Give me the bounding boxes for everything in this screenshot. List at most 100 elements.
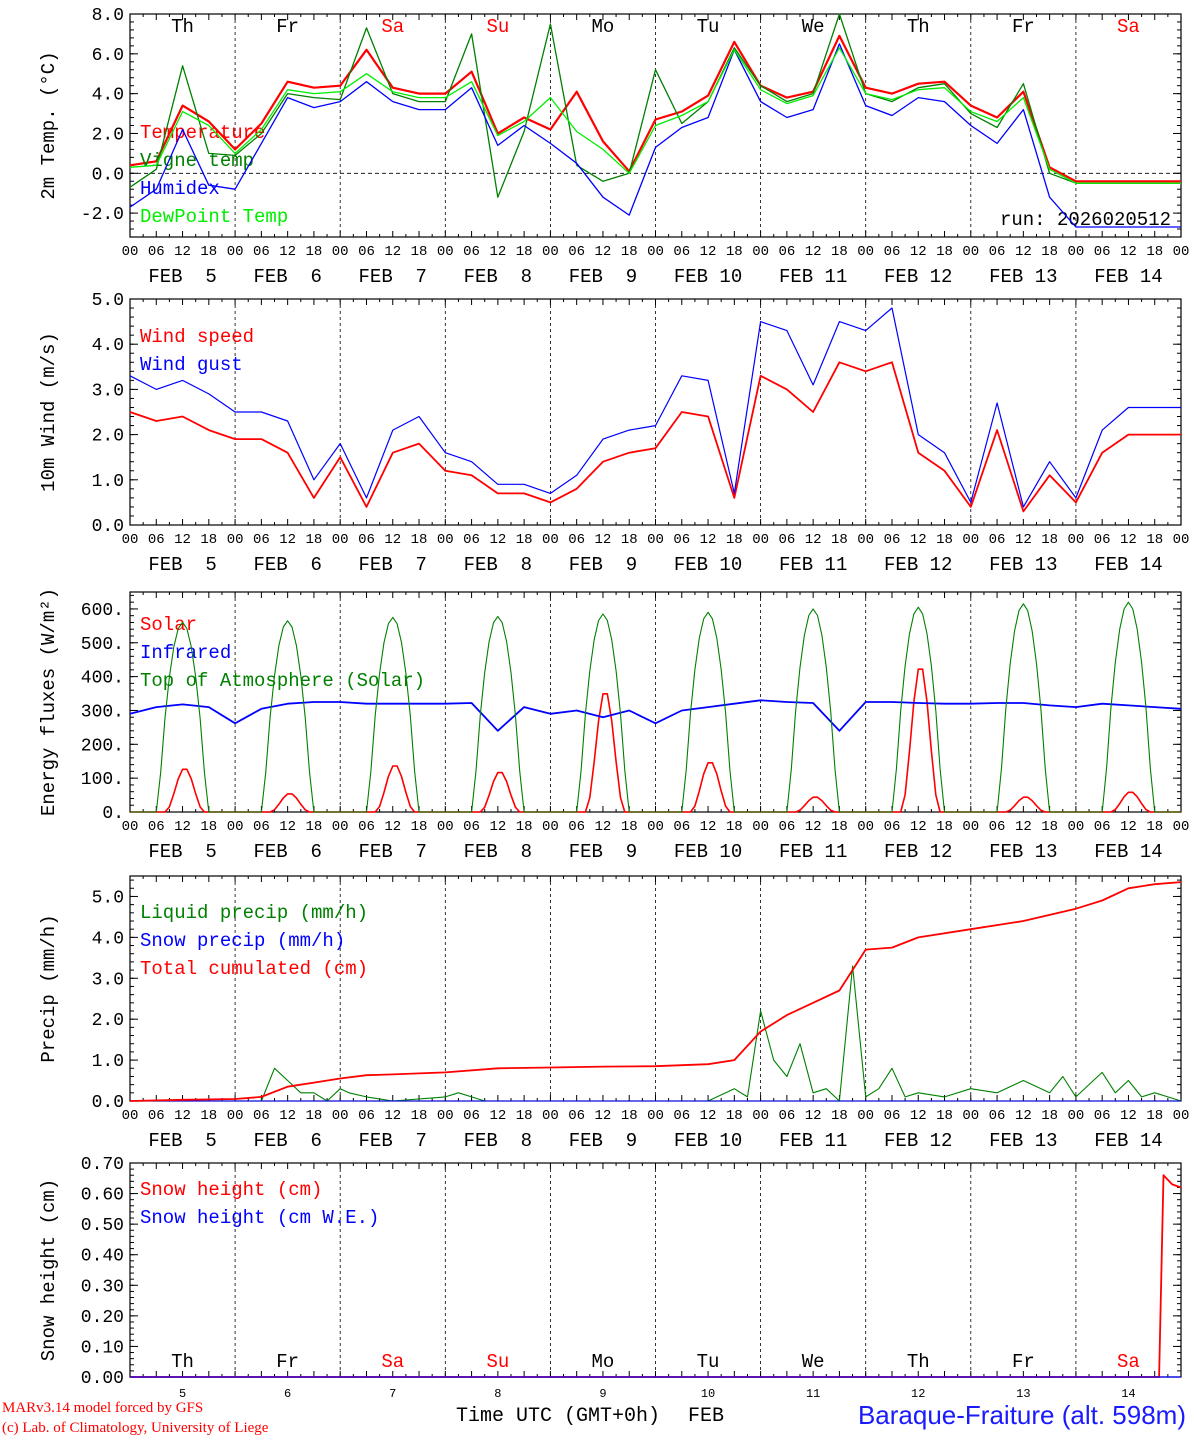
date-label: FEB 7 (359, 554, 427, 576)
date-label: FEB 9 (569, 1130, 637, 1152)
hour-label: 12 (1015, 1108, 1032, 1124)
y-tick-label: 4.0 (92, 336, 124, 356)
day-number-label: 5 (179, 1387, 186, 1401)
hour-label: 06 (673, 819, 690, 835)
hour-label: 12 (805, 1108, 822, 1124)
date-label: FEB 5 (148, 266, 216, 288)
date-label: FEB 7 (359, 1130, 427, 1152)
hour-label: 00 (647, 1108, 664, 1124)
hour-label: 00 (857, 244, 874, 260)
y-axis-label: Precip (mm/h) (38, 914, 60, 1062)
date-label: FEB 11 (779, 266, 847, 288)
hour-label: 18 (726, 532, 743, 548)
y-tick-label: 2.0 (92, 125, 124, 145)
hour-label: 18 (1041, 1108, 1058, 1124)
hour-label: 18 (411, 532, 428, 548)
hour-label: 00 (752, 244, 769, 260)
hour-label: 06 (778, 244, 795, 260)
y-tick-label: 0.00 (81, 1369, 124, 1389)
hour-label: 06 (568, 1108, 585, 1124)
y-axis-label: 2m Temp. (°C) (38, 51, 60, 199)
hour-label: 18 (1146, 244, 1163, 260)
hour-label: 00 (122, 532, 139, 548)
y-tick-label: 0.0 (92, 1093, 124, 1113)
hour-label: 06 (148, 244, 165, 260)
hour-label: 00 (1067, 532, 1084, 548)
hour-label: 06 (253, 532, 270, 548)
hour-label: 00 (647, 819, 664, 835)
y-tick-label: 0.60 (81, 1186, 124, 1206)
hour-label: 18 (306, 1108, 323, 1124)
day-number-label: 13 (1016, 1387, 1030, 1401)
hour-label: 12 (1120, 532, 1137, 548)
day-of-week-label: Th (907, 16, 930, 38)
hour-label: 06 (884, 532, 901, 548)
hour-label: 12 (1120, 1108, 1137, 1124)
hour-label: 12 (805, 819, 822, 835)
hour-label: 12 (1120, 819, 1137, 835)
hour-label: 06 (989, 1108, 1006, 1124)
y-tick-label: 5.0 (92, 291, 124, 311)
day-of-week-label: Tu (697, 1351, 720, 1373)
y-tick-label: 8.0 (92, 6, 124, 26)
day-of-week-label: Th (907, 1351, 930, 1373)
credit-line-2: (c) Lab. of Climatology, University of L… (2, 1420, 269, 1436)
hour-label: 18 (936, 819, 953, 835)
hour-label: 12 (595, 244, 612, 260)
day-number-label: 12 (911, 1387, 925, 1401)
legend-entry: Snow precip (mm/h) (140, 930, 345, 952)
date-label: FEB 8 (464, 1130, 532, 1152)
date-label: FEB 12 (884, 554, 952, 576)
hour-label: 00 (857, 819, 874, 835)
hour-label: 18 (306, 532, 323, 548)
date-label: FEB 14 (1094, 554, 1162, 576)
hour-label: 06 (673, 532, 690, 548)
legend-entry: Snow height (cm W.E.) (140, 1207, 379, 1229)
y-tick-label: 5.0 (92, 888, 124, 908)
day-of-week-label: Mo (592, 16, 615, 38)
hour-label: 18 (1146, 819, 1163, 835)
series-liquid-precip-mm-h- (130, 965, 1182, 1102)
day-number-label: 10 (701, 1387, 715, 1401)
y-tick-label: 0. (102, 804, 124, 824)
hour-label: 18 (621, 819, 638, 835)
series-temperature (129, 34, 1181, 183)
credit-line-1: MARv3.14 model forced by GFS (2, 1400, 204, 1416)
legend-entry: Total cumulated (cm) (140, 958, 368, 980)
y-tick-label: 600. (81, 601, 124, 621)
hour-label: 06 (148, 1108, 165, 1124)
hour-label: 00 (122, 244, 139, 260)
day-of-week-label: Sa (1117, 1351, 1140, 1373)
hour-label: 12 (595, 532, 612, 548)
y-tick-label: 200. (81, 736, 124, 756)
hour-label: 12 (910, 244, 927, 260)
hour-label: 00 (962, 532, 979, 548)
hour-label: 18 (1041, 819, 1058, 835)
hour-label: 06 (673, 1108, 690, 1124)
hour-label: 12 (279, 819, 296, 835)
legend-entry: Wind speed (140, 326, 254, 348)
date-label: FEB 7 (359, 266, 427, 288)
date-label: FEB 9 (569, 841, 637, 863)
hour-label: 06 (778, 1108, 795, 1124)
hour-label: 18 (831, 819, 848, 835)
y-tick-label: 6.0 (92, 46, 124, 66)
hour-label: 06 (1094, 532, 1111, 548)
hour-label: 06 (1094, 819, 1111, 835)
y-tick-label: 0.20 (81, 1308, 124, 1328)
hour-label: 00 (332, 1108, 349, 1124)
y-tick-label: 0.40 (81, 1247, 124, 1267)
day-of-week-label: Fr (1012, 16, 1035, 38)
hour-label: 18 (831, 244, 848, 260)
hour-label: 00 (962, 819, 979, 835)
hour-label: 12 (384, 532, 401, 548)
date-label: FEB 10 (674, 1130, 742, 1152)
hour-label: 18 (200, 244, 217, 260)
hour-label: 06 (1094, 1108, 1111, 1124)
hour-label: 18 (1146, 532, 1163, 548)
date-label: FEB 14 (1094, 841, 1162, 863)
date-label: FEB 11 (779, 1130, 847, 1152)
hour-label: 06 (778, 819, 795, 835)
y-tick-label: 400. (81, 669, 124, 689)
y-tick-label: 100. (81, 770, 124, 790)
